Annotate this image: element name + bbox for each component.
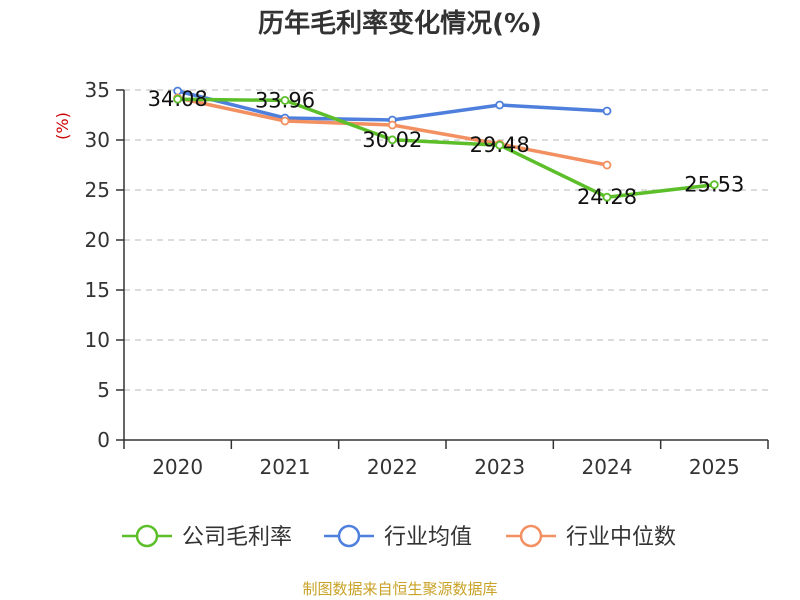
data-point — [495, 100, 505, 110]
x-tick-label: 2022 — [367, 455, 418, 479]
data-point — [280, 96, 290, 105]
x-tick-label: 2020 — [152, 455, 203, 479]
legend-marker — [337, 524, 361, 548]
y-tick-label: 15 — [85, 278, 110, 302]
legend[interactable]: 公司毛利率 行业均值 行业中位数 — [122, 524, 676, 550]
x-tick-label: 2023 — [474, 455, 525, 479]
data-labels: 34.08 33.96 30.02 29.48 24.28 25.53 — [148, 87, 745, 209]
data-point — [495, 140, 505, 150]
data-label: 33.96 — [255, 88, 315, 112]
legend-marker — [519, 524, 543, 548]
y-tick-label: 0 — [97, 428, 110, 452]
y-tick-label: 10 — [85, 328, 110, 352]
source-note: 制图数据来自恒生聚源数据库 — [302, 580, 497, 598]
data-label: 24.28 — [577, 185, 637, 209]
data-point — [387, 120, 397, 130]
data-label: 25.53 — [684, 173, 744, 197]
y-axis-label: (%) — [53, 112, 72, 140]
series-line — [177, 97, 715, 199]
y-tick-label: 20 — [85, 228, 110, 252]
x-tick-label: 2024 — [582, 455, 633, 479]
data-point — [602, 160, 612, 170]
grid — [124, 89, 768, 391]
legend-label: 行业均值 — [384, 525, 472, 550]
y-tick-label: 30 — [85, 128, 110, 152]
legend-label: 公司毛利率 — [182, 525, 292, 550]
legend-label: 行业中位数 — [566, 525, 676, 550]
data-label: 30.02 — [362, 128, 422, 152]
legend-item[interactable]: 行业均值 — [324, 524, 472, 550]
legend-item[interactable]: 公司毛利率 — [122, 524, 292, 550]
data-point — [280, 116, 290, 126]
series-group — [173, 86, 719, 202]
legend-marker — [135, 524, 159, 548]
data-label: 29.48 — [470, 133, 530, 157]
x-tick-label: 2025 — [689, 455, 740, 479]
y-tick-label: 25 — [85, 178, 110, 202]
y-tick-label: 35 — [85, 78, 110, 102]
data-point — [387, 135, 397, 145]
data-point — [602, 106, 612, 116]
data-point — [173, 94, 183, 104]
y-tick-label: 5 — [97, 378, 110, 402]
data-point — [602, 192, 612, 202]
chart-title: 历年毛利率变化情况(%) — [258, 8, 542, 39]
legend-item[interactable]: 行业中位数 — [506, 524, 676, 550]
x-tick-label: 2021 — [260, 455, 311, 479]
data-point — [709, 180, 719, 190]
data-label: 34.08 — [148, 87, 208, 111]
